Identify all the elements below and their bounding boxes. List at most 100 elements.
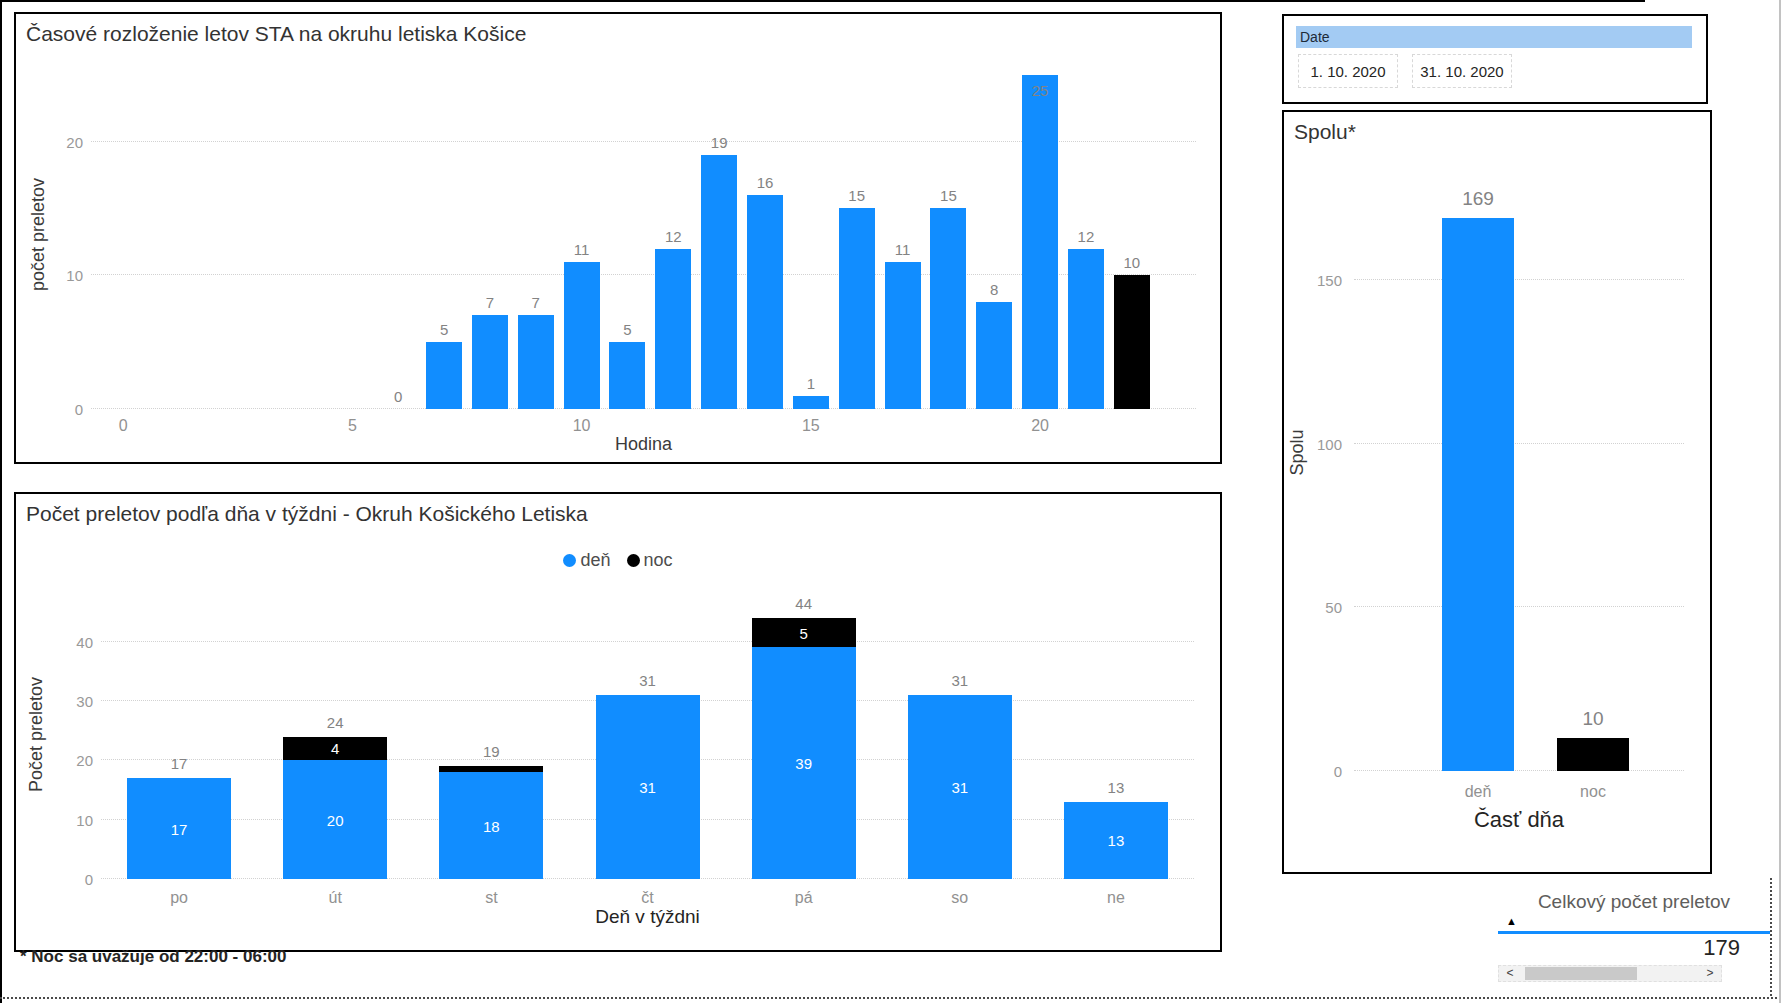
y-tick-label: 10 (53, 812, 93, 829)
bar-value-label: 10 (1112, 254, 1152, 271)
hour-bar[interactable] (1114, 275, 1150, 409)
selection-border-dotted (1770, 878, 1772, 996)
weekday-tick-label: pá (726, 889, 882, 907)
page-border-top (0, 0, 1645, 2)
hour-bar[interactable] (655, 249, 691, 409)
legend-item-den[interactable]: deň (563, 550, 610, 571)
x-tick-label: 5 (332, 417, 372, 435)
scrollbar-thumb[interactable] (1525, 967, 1637, 980)
total-count-value: 179 (1498, 935, 1740, 961)
category-tick-label: noc (1553, 783, 1633, 801)
hour-bar[interactable] (701, 155, 737, 409)
night-legend-dot-icon (627, 554, 640, 567)
weekday-tick-label: po (101, 889, 257, 907)
report-page: Časové rozloženie letov STA na okruhu le… (0, 0, 1781, 1003)
totals-chart-plot: 050100150169deň10noc (1354, 182, 1684, 771)
total-value-label: 19 (466, 743, 516, 760)
bar-value-label: 12 (653, 228, 693, 245)
x-tick-label: 10 (562, 417, 602, 435)
weekday-tick-label: ne (1038, 889, 1194, 907)
day-segment-label: 18 (466, 818, 516, 835)
total-bar-deň[interactable] (1442, 218, 1514, 771)
day-segment-label: 39 (779, 755, 829, 772)
gridline (1354, 279, 1684, 280)
y-tick-label: 0 (43, 401, 83, 418)
x-tick-label: 20 (1020, 417, 1060, 435)
day-segment-label: 31 (935, 779, 985, 796)
date-slicer-panel: Date 1. 10. 2020 31. 10. 2020 (1282, 14, 1708, 104)
hour-bar[interactable] (976, 302, 1012, 409)
gridline (101, 641, 1194, 642)
hour-bar[interactable] (564, 262, 600, 409)
hour-bar[interactable] (747, 195, 783, 409)
bar-value-label: 7 (516, 294, 556, 311)
y-tick-label: 30 (53, 693, 93, 710)
page-border-bottom-dotted (0, 997, 1781, 999)
hour-bar[interactable] (472, 315, 508, 409)
weekday-y-axis-title: Počet preletov (26, 660, 47, 810)
hour-bar[interactable] (518, 315, 554, 409)
hour-bar[interactable] (885, 262, 921, 409)
header-underline (1498, 931, 1770, 934)
total-count-column-header[interactable]: Celkový počet preletov (1498, 891, 1770, 913)
horizontal-scrollbar[interactable]: < > (1498, 965, 1722, 982)
total-value-label: 169 (1448, 188, 1508, 210)
y-tick-label: 0 (53, 871, 93, 888)
bar-value-label: 15 (837, 187, 877, 204)
bar-value-label: 12 (1066, 228, 1106, 245)
weekday-night-bar[interactable] (439, 766, 543, 772)
start-date-input[interactable]: 1. 10. 2020 (1298, 54, 1398, 88)
weekday-tick-label: st (413, 889, 569, 907)
sort-ascending-icon[interactable]: ▲ (1506, 915, 1517, 927)
total-bar-noc[interactable] (1557, 738, 1629, 771)
total-value-label: 31 (935, 672, 985, 689)
gridline (1354, 443, 1684, 444)
weekday-tick-label: čt (569, 889, 725, 907)
totals-x-axis-title: Časť dňa (1354, 807, 1684, 833)
y-tick-label: 10 (43, 267, 83, 284)
slicer-header[interactable]: Date (1296, 26, 1692, 48)
hour-bar[interactable] (793, 396, 829, 409)
bar-value-label: 19 (699, 134, 739, 151)
y-tick-label: 100 (1302, 436, 1342, 453)
night-definition-footnote: * Noc sa uvažuje od 22:00 - 06:00 (20, 947, 286, 967)
y-tick-label: 50 (1302, 599, 1342, 616)
bar-value-label: 0 (378, 388, 418, 405)
end-date-input[interactable]: 31. 10. 2020 (1412, 54, 1512, 88)
night-segment-label: 5 (779, 625, 829, 642)
bar-value-label: 8 (974, 281, 1014, 298)
weekday-tick-label: so (882, 889, 1038, 907)
weekday-chart-plot: 0102030401717po24204út1918st3131čt44395p… (101, 594, 1194, 879)
total-value-label: 17 (154, 755, 204, 772)
day-segment-label: 13 (1091, 832, 1141, 849)
total-count-table: Celkový počet preletov ▲ 179 < > (1498, 891, 1770, 991)
category-tick-label: deň (1438, 783, 1518, 801)
hour-bar[interactable] (839, 208, 875, 409)
hourly-y-axis-title: počet preletov (28, 155, 49, 315)
total-value-label: 13 (1091, 779, 1141, 796)
hourly-chart-plot: 0102005101520057711512191611511158251210 (91, 64, 1196, 409)
legend-label-noc: noc (644, 550, 673, 571)
hour-bar[interactable] (1022, 75, 1058, 409)
totals-chart-title: Spolu* (1294, 120, 1356, 144)
day-segment-label: 31 (623, 779, 673, 796)
day-segment-label: 20 (310, 812, 360, 829)
legend-item-noc[interactable]: noc (627, 550, 673, 571)
totals-y-axis-title: Spolu (1287, 398, 1308, 508)
hourly-chart-title: Časové rozloženie letov STA na okruhu le… (26, 22, 526, 46)
total-value-label: 24 (310, 714, 360, 731)
hour-bar[interactable] (609, 342, 645, 409)
hour-bar[interactable] (426, 342, 462, 409)
scroll-left-button[interactable]: < (1499, 966, 1521, 981)
hour-bar[interactable] (930, 208, 966, 409)
legend: deň noc (16, 550, 1220, 571)
day-segment-label: 17 (154, 821, 204, 838)
y-tick-label: 40 (53, 634, 93, 651)
day-legend-dot-icon (563, 554, 576, 567)
scroll-right-button[interactable]: > (1699, 966, 1721, 981)
weekday-x-axis-title: Deň v týždni (101, 906, 1194, 928)
hour-bar[interactable] (1068, 249, 1104, 409)
legend-label-den: deň (580, 550, 610, 571)
bar-value-label: 11 (883, 241, 923, 258)
bar-value-label: 5 (424, 321, 464, 338)
